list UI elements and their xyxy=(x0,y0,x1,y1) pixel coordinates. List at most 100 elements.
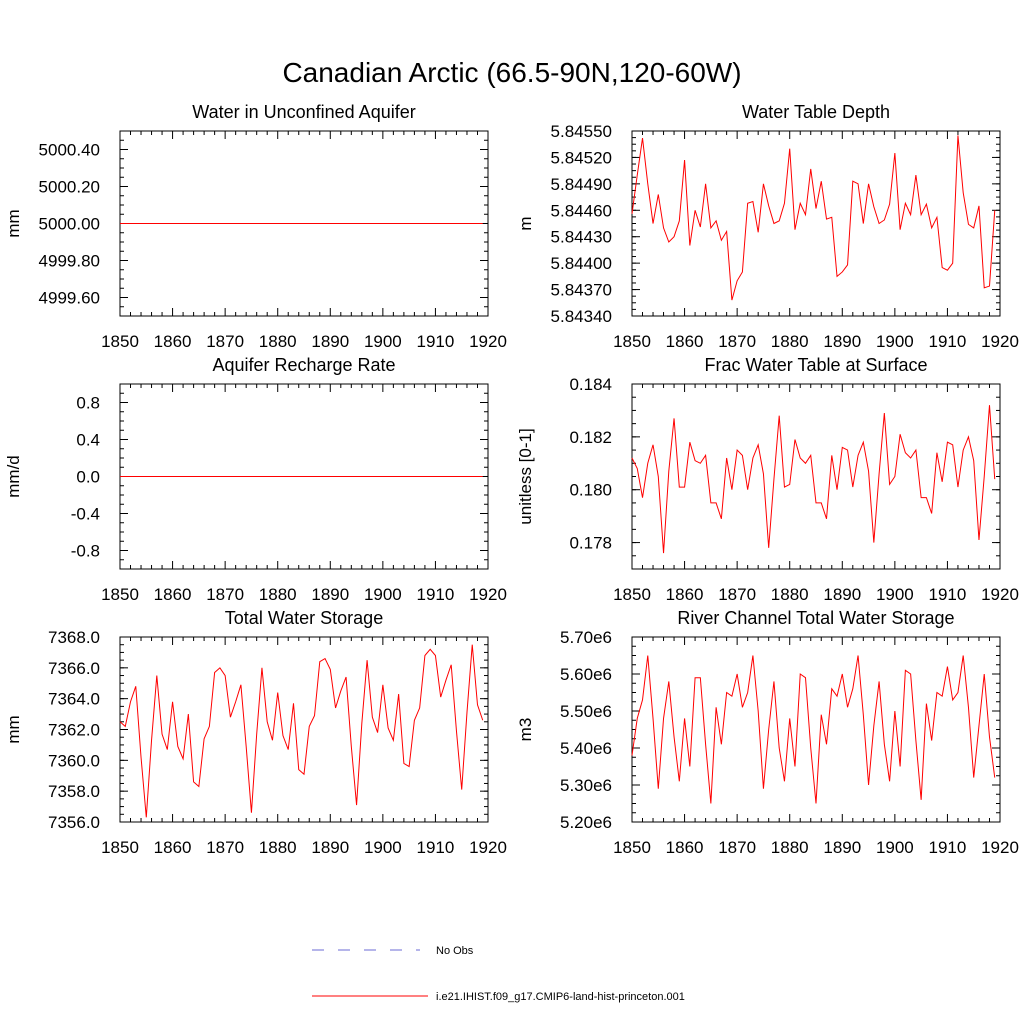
chart-title: Total Water Storage xyxy=(225,608,383,628)
y-tick-label: 7360.0 xyxy=(48,751,100,770)
chart-panel-water-table-depth: Water Table Depth 5.84340 5.84370 5.84400 5.… xyxy=(516,102,1019,351)
legend-label-no-obs: No Obs xyxy=(436,945,474,957)
chart-panel-river-channel-total-water-storage: River Channel Total Water Storage 5.20e6 5… xyxy=(516,608,1019,857)
x-tick-label: 1870 xyxy=(718,332,756,351)
y-tick-label: 5.30e6 xyxy=(560,776,612,795)
y-tick-label: 5.84430 xyxy=(551,228,612,247)
x-tick-label: 1910 xyxy=(929,585,967,604)
y-tick-label: 5.84490 xyxy=(551,175,612,194)
x-tick-label: 1920 xyxy=(469,585,507,604)
y-tick-label: 0.182 xyxy=(569,428,612,447)
y-tick-label: 4999.80 xyxy=(39,252,100,271)
x-tick-label: 1870 xyxy=(718,838,756,857)
x-tick-label: 1850 xyxy=(101,332,139,351)
series-line xyxy=(631,135,996,301)
chart-title: Aquifer Recharge Rate xyxy=(212,355,395,375)
x-tick-label: 1870 xyxy=(206,332,244,351)
x-tick-label: 1890 xyxy=(823,838,861,857)
chart-title: River Channel Total Water Storage xyxy=(677,608,954,628)
y-tick-label: 0.180 xyxy=(569,481,612,500)
chart-panel-water-in-unconfined-aquifer: Water in Unconfined Aquifer 4999.60 4999.8… xyxy=(4,102,507,351)
x-tick-label: 1880 xyxy=(259,332,297,351)
x-tick-label: 1860 xyxy=(666,838,704,857)
x-tick-label: 1870 xyxy=(206,585,244,604)
y-tick-label: 5000.40 xyxy=(39,141,100,160)
y-tick-label: 5.70e6 xyxy=(560,628,612,647)
x-tick-label: 1900 xyxy=(364,332,402,351)
y-axis-label: mm xyxy=(4,715,23,743)
panels: Water in Unconfined Aquifer 4999.60 4999.8… xyxy=(4,102,1019,857)
y-tick-label: 0.184 xyxy=(569,375,612,394)
legend-label-simulation: i.e21.IHIST.f09_g17.CMIP6-land-hist-prin… xyxy=(436,991,685,1003)
y-tick-label: 5000.20 xyxy=(39,178,100,197)
y-tick-label: 5.60e6 xyxy=(560,665,612,684)
series-line xyxy=(631,655,996,804)
y-tick-label: 0.178 xyxy=(569,534,612,553)
x-tick-label: 1920 xyxy=(469,838,507,857)
y-tick-label: 7368.0 xyxy=(48,628,100,647)
plot-frame xyxy=(631,383,1001,570)
x-tick-label: 1880 xyxy=(771,585,809,604)
y-axis-label: m3 xyxy=(516,718,535,742)
x-tick-label: 1890 xyxy=(823,332,861,351)
x-tick-label: 1890 xyxy=(823,585,861,604)
x-tick-label: 1910 xyxy=(929,838,967,857)
x-tick-label: 1850 xyxy=(613,585,651,604)
series-line xyxy=(119,644,484,818)
x-tick-label: 1860 xyxy=(154,585,192,604)
y-tick-label: 4999.60 xyxy=(39,289,100,308)
x-tick-label: 1850 xyxy=(101,838,139,857)
x-tick-label: 1910 xyxy=(417,585,455,604)
y-tick-label: 5.84340 xyxy=(551,307,612,326)
x-tick-label: 1910 xyxy=(417,332,455,351)
y-axis-label: mm/d xyxy=(4,455,23,498)
chart-title: Water Table Depth xyxy=(742,102,890,122)
y-tick-label: -0.4 xyxy=(71,505,100,524)
x-tick-label: 1880 xyxy=(771,332,809,351)
x-tick-label: 1880 xyxy=(771,838,809,857)
y-tick-label: 5.50e6 xyxy=(560,702,612,721)
y-axis-label: m xyxy=(516,216,535,230)
x-tick-label: 1860 xyxy=(666,585,704,604)
x-tick-label: 1870 xyxy=(206,838,244,857)
x-tick-label: 1880 xyxy=(259,585,297,604)
x-tick-label: 1900 xyxy=(876,585,914,604)
y-tick-label: 5.84400 xyxy=(551,254,612,273)
y-tick-label: 5.84550 xyxy=(551,122,612,141)
x-tick-label: 1910 xyxy=(417,838,455,857)
plot-frame xyxy=(631,636,1001,823)
y-tick-label: -0.8 xyxy=(71,542,100,561)
plot-frame xyxy=(631,130,1001,317)
y-axis-label: unitless [0-1] xyxy=(516,428,535,524)
x-tick-label: 1900 xyxy=(876,332,914,351)
y-tick-label: 0.4 xyxy=(76,431,100,450)
y-tick-label: 0.0 xyxy=(76,468,100,487)
y-tick-label: 5.20e6 xyxy=(560,813,612,832)
y-tick-label: 5000.00 xyxy=(39,215,100,234)
chart-title: Water in Unconfined Aquifer xyxy=(192,102,415,122)
chart-panel-aquifer-recharge-rate: Aquifer Recharge Rate -0.8 -0.4 0.0 0.4 0.8 18… xyxy=(4,355,507,604)
x-tick-label: 1910 xyxy=(929,332,967,351)
x-tick-label: 1900 xyxy=(364,585,402,604)
x-tick-label: 1890 xyxy=(311,838,349,857)
x-tick-label: 1850 xyxy=(101,585,139,604)
x-tick-label: 1900 xyxy=(364,838,402,857)
x-tick-label: 1890 xyxy=(311,332,349,351)
figure-title: Canadian Arctic (66.5-90N,120-60W) xyxy=(282,57,741,88)
y-tick-label: 7362.0 xyxy=(48,721,100,740)
x-tick-label: 1890 xyxy=(311,585,349,604)
x-tick-label: 1920 xyxy=(981,332,1019,351)
x-tick-label: 1870 xyxy=(718,585,756,604)
x-tick-label: 1920 xyxy=(981,585,1019,604)
y-tick-label: 5.84460 xyxy=(551,201,612,220)
y-tick-label: 5.40e6 xyxy=(560,739,612,758)
x-tick-label: 1880 xyxy=(259,838,297,857)
y-tick-label: 7364.0 xyxy=(48,690,100,709)
y-tick-label: 0.8 xyxy=(76,394,100,413)
x-tick-label: 1900 xyxy=(876,838,914,857)
x-tick-label: 1860 xyxy=(154,838,192,857)
x-tick-label: 1860 xyxy=(154,332,192,351)
chart-title: Frac Water Table at Surface xyxy=(704,355,927,375)
x-tick-label: 1850 xyxy=(613,332,651,351)
y-axis-label: mm xyxy=(4,209,23,237)
